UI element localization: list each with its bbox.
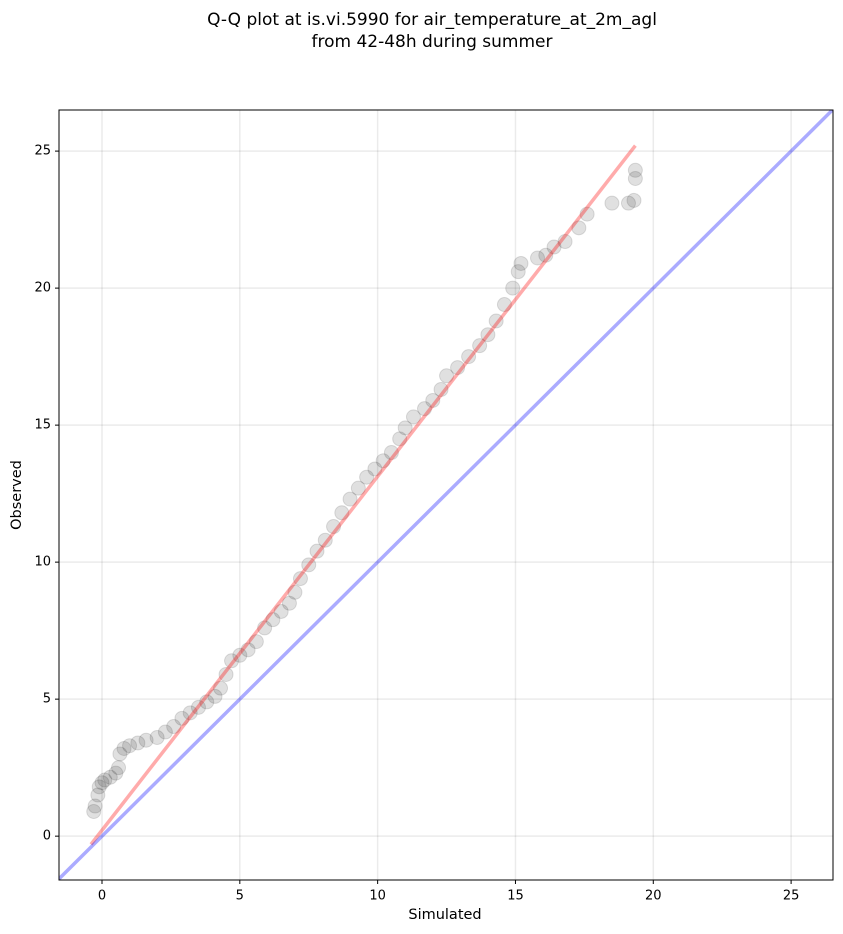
- point: [579, 206, 595, 222]
- point: [232, 647, 248, 663]
- point: [392, 431, 408, 447]
- point: [627, 162, 643, 178]
- point: [326, 519, 342, 535]
- point: [102, 769, 118, 785]
- x-tick-label: 5: [236, 889, 244, 904]
- axes-frame: [58, 109, 834, 881]
- y-tick-label: 0: [43, 829, 51, 844]
- point: [626, 192, 642, 208]
- chart-title: Q-Q plot at is.vi.5990 for air_temperatu…: [207, 10, 657, 30]
- point: [91, 779, 107, 795]
- x-tick-label: 25: [783, 889, 800, 904]
- point: [94, 775, 110, 791]
- point: [130, 735, 146, 751]
- reference-line: [89, 144, 637, 846]
- point: [287, 584, 303, 600]
- point: [546, 239, 562, 255]
- point: [488, 313, 504, 329]
- point: [174, 710, 190, 726]
- point: [248, 634, 264, 650]
- y-tick-label: 10: [34, 555, 51, 570]
- point: [397, 420, 413, 436]
- point: [86, 803, 102, 819]
- point: [87, 798, 103, 814]
- point: [265, 612, 281, 628]
- point: [359, 469, 375, 485]
- y-axis-label: Observed: [9, 460, 25, 530]
- point: [342, 491, 358, 507]
- point: [450, 360, 466, 376]
- point: [571, 220, 587, 236]
- point: [433, 382, 449, 398]
- point: [405, 409, 421, 425]
- point: [620, 195, 636, 211]
- point: [224, 653, 240, 669]
- point: [350, 480, 366, 496]
- y-tick-label: 5: [43, 692, 51, 707]
- point: [292, 571, 308, 587]
- point: [301, 557, 317, 573]
- point: [334, 505, 350, 521]
- y-tick-label: 15: [34, 418, 51, 433]
- point: [557, 234, 573, 250]
- point: [375, 453, 391, 469]
- point: [461, 349, 477, 365]
- point: [513, 255, 529, 271]
- point: [112, 746, 128, 762]
- x-tick-label: 15: [507, 889, 524, 904]
- chart-title: from 42-48h during summer: [312, 32, 553, 52]
- point: [240, 642, 256, 658]
- point: [97, 772, 113, 788]
- x-tick-label: 20: [645, 889, 662, 904]
- point: [505, 280, 521, 296]
- point: [182, 705, 198, 721]
- point: [538, 247, 554, 263]
- point: [604, 195, 620, 211]
- x-axis-label: Simulated: [408, 907, 481, 923]
- point: [627, 171, 643, 187]
- point: [510, 264, 526, 280]
- point: [116, 740, 132, 756]
- point: [207, 688, 223, 704]
- x-tick-label: 10: [369, 889, 386, 904]
- point: [138, 732, 154, 748]
- point: [309, 543, 325, 559]
- x-tick-label: 0: [98, 889, 106, 904]
- y-tick-label: 25: [34, 144, 51, 159]
- point: [157, 724, 173, 740]
- point: [108, 765, 124, 781]
- plot-area: [59, 110, 833, 880]
- point: [472, 338, 488, 354]
- point: [480, 327, 496, 343]
- point: [530, 250, 546, 266]
- point: [425, 392, 441, 408]
- point: [218, 666, 234, 682]
- point: [213, 680, 229, 696]
- point: [317, 532, 333, 548]
- point: [439, 368, 455, 384]
- point: [149, 730, 165, 746]
- point: [111, 760, 127, 776]
- point: [281, 595, 297, 611]
- point: [190, 699, 206, 715]
- point: [199, 694, 215, 710]
- point: [166, 719, 182, 735]
- point: [257, 620, 273, 636]
- point: [273, 603, 289, 619]
- point: [122, 738, 138, 754]
- point: [367, 461, 383, 477]
- point: [90, 787, 106, 803]
- point: [383, 445, 399, 461]
- point: [496, 297, 512, 313]
- reference-line: [59, 110, 833, 880]
- y-tick-label: 20: [34, 281, 51, 296]
- point: [417, 401, 432, 417]
